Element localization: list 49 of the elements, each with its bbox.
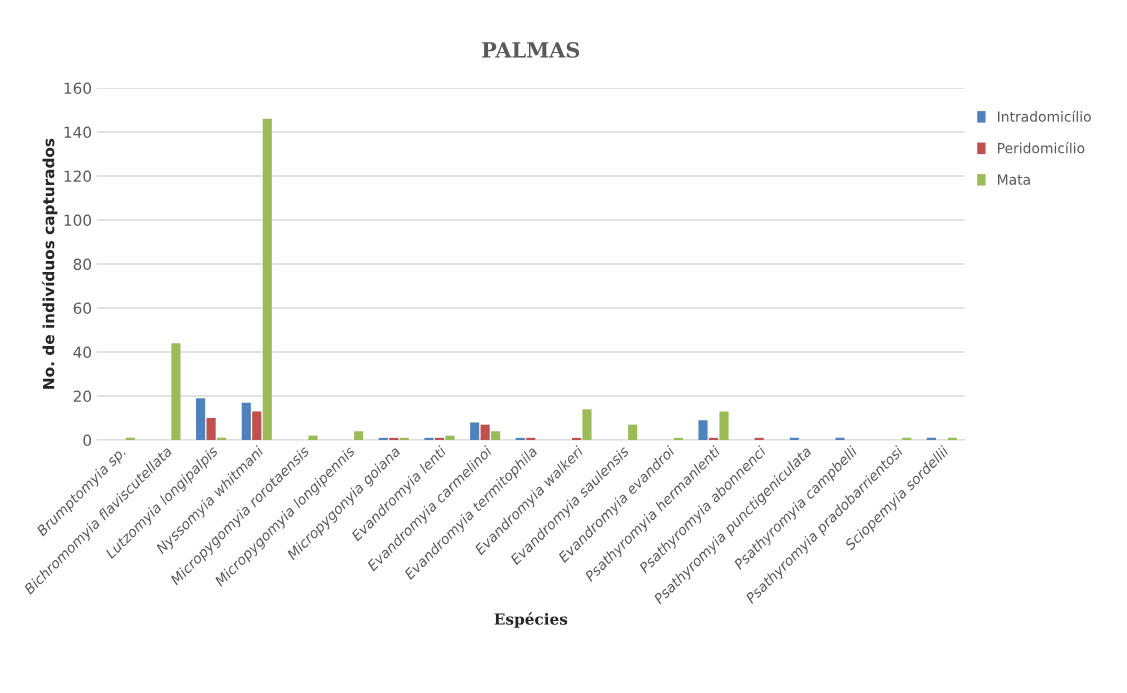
y-tick-label: 140: [64, 126, 92, 139]
x-axis-title: Espécies: [494, 612, 568, 628]
bar: [434, 437, 445, 441]
y-tick-label: 120: [64, 170, 92, 183]
bar: [902, 437, 912, 441]
bar: [378, 437, 388, 441]
bar: [389, 437, 399, 441]
bar: [947, 437, 957, 441]
y-axis-title: No. de indivíduos capturados: [41, 138, 58, 389]
bar: [424, 437, 434, 441]
bar: [241, 402, 251, 441]
y-tick-label: 0: [83, 434, 92, 447]
y-tick-label: 20: [73, 390, 92, 403]
bar: [217, 437, 227, 441]
legend-label: Intradomicílio: [998, 110, 1091, 122]
bar: [480, 424, 490, 441]
chart-title: PALMAS: [482, 41, 580, 58]
bar: [171, 343, 181, 441]
bar: [698, 420, 708, 441]
bar: [252, 411, 262, 441]
y-tick-label: 60: [73, 302, 92, 315]
bar: [515, 437, 525, 441]
y-tick-label: 40: [73, 346, 92, 359]
bar: [308, 435, 318, 441]
bar: [628, 424, 638, 441]
legend-label: Mata: [998, 174, 1030, 185]
bar: [526, 437, 536, 441]
bar: [719, 411, 729, 441]
bar: [926, 437, 936, 441]
bar: [206, 418, 216, 441]
bar: [754, 437, 764, 441]
bar: [196, 398, 206, 441]
bar: [789, 437, 799, 441]
y-tick-label: 160: [64, 82, 92, 95]
legend-label: Peridomicílio: [998, 142, 1085, 154]
bar: [571, 437, 582, 441]
bar: [354, 431, 364, 441]
y-tick-label: 80: [73, 258, 92, 271]
bar: [470, 422, 480, 441]
bar: [399, 437, 409, 441]
bar: [125, 437, 135, 441]
bar: [673, 437, 683, 441]
bar: [835, 437, 845, 441]
bar: [262, 118, 272, 441]
y-tick-label: 100: [64, 214, 92, 227]
bar: [582, 409, 592, 441]
bar: [491, 431, 501, 441]
bar: [445, 435, 455, 441]
bar: [708, 437, 719, 441]
